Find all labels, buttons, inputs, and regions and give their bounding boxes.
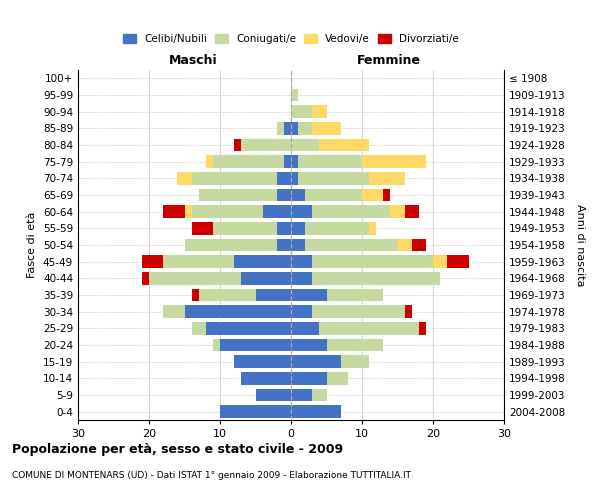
Bar — [277, 222, 291, 234]
Bar — [326, 289, 383, 301]
Bar — [291, 356, 341, 368]
Bar — [163, 306, 185, 318]
Bar — [326, 372, 348, 384]
Bar — [284, 122, 291, 134]
Bar — [185, 239, 277, 251]
Bar — [291, 272, 313, 284]
Bar — [404, 206, 419, 218]
Bar — [313, 256, 433, 268]
Bar — [291, 106, 313, 118]
Text: Popolazione per età, sesso e stato civile - 2009: Popolazione per età, sesso e stato civil… — [12, 442, 343, 456]
Bar — [291, 256, 313, 268]
Bar — [383, 188, 391, 201]
Bar — [313, 122, 341, 134]
Bar — [284, 156, 291, 168]
Bar — [291, 156, 298, 168]
Bar — [163, 256, 234, 268]
Bar — [213, 156, 284, 168]
Bar — [241, 372, 291, 384]
Bar — [369, 172, 404, 184]
Bar — [398, 239, 412, 251]
Legend: Celibi/Nubili, Coniugati/e, Vedovi/e, Divorziati/e: Celibi/Nubili, Coniugati/e, Vedovi/e, Di… — [119, 30, 463, 48]
Bar — [391, 206, 404, 218]
Bar — [313, 306, 404, 318]
Bar — [206, 156, 213, 168]
Bar — [206, 322, 291, 334]
Bar — [256, 389, 291, 401]
Bar — [313, 389, 326, 401]
Bar — [362, 188, 383, 201]
Bar — [412, 239, 426, 251]
Bar — [305, 188, 362, 201]
Bar — [213, 339, 220, 351]
Bar — [313, 106, 326, 118]
Bar — [298, 172, 369, 184]
Bar — [291, 89, 298, 101]
Bar — [213, 222, 277, 234]
Bar — [185, 306, 291, 318]
Bar — [291, 372, 326, 384]
Bar — [291, 289, 326, 301]
Bar — [277, 188, 291, 201]
Bar — [298, 122, 313, 134]
Bar — [149, 272, 241, 284]
Bar — [234, 138, 241, 151]
Bar — [163, 206, 185, 218]
Bar — [220, 339, 291, 351]
Bar — [298, 156, 362, 168]
Bar — [305, 239, 398, 251]
Bar — [241, 138, 291, 151]
Bar — [341, 356, 369, 368]
Bar — [191, 206, 263, 218]
Bar — [178, 172, 191, 184]
Bar — [291, 306, 313, 318]
Bar — [326, 339, 383, 351]
Text: Maschi: Maschi — [169, 54, 217, 66]
Bar — [319, 322, 419, 334]
Bar — [313, 206, 391, 218]
Bar — [404, 306, 412, 318]
Bar — [199, 188, 277, 201]
Bar — [263, 206, 291, 218]
Bar — [185, 206, 191, 218]
Y-axis label: Fasce di età: Fasce di età — [28, 212, 37, 278]
Bar — [191, 289, 199, 301]
Bar — [142, 272, 149, 284]
Bar — [291, 138, 319, 151]
Bar — [291, 322, 319, 334]
Bar — [291, 222, 305, 234]
Bar — [191, 222, 213, 234]
Text: Femmine: Femmine — [357, 54, 421, 66]
Bar — [220, 406, 291, 418]
Bar — [191, 172, 277, 184]
Bar — [291, 239, 305, 251]
Bar — [305, 222, 369, 234]
Bar — [369, 222, 376, 234]
Bar — [291, 206, 313, 218]
Bar — [191, 322, 206, 334]
Bar — [313, 272, 440, 284]
Bar — [319, 138, 369, 151]
Bar — [241, 272, 291, 284]
Text: COMUNE DI MONTENARS (UD) - Dati ISTAT 1° gennaio 2009 - Elaborazione TUTTITALIA.: COMUNE DI MONTENARS (UD) - Dati ISTAT 1°… — [12, 470, 411, 480]
Bar — [234, 256, 291, 268]
Bar — [234, 356, 291, 368]
Bar — [277, 122, 284, 134]
Bar — [256, 289, 291, 301]
Bar — [142, 256, 163, 268]
Bar — [291, 389, 313, 401]
Bar — [291, 339, 326, 351]
Bar — [291, 122, 298, 134]
Bar — [291, 172, 298, 184]
Bar — [291, 406, 341, 418]
Bar — [277, 239, 291, 251]
Bar — [291, 188, 305, 201]
Bar — [447, 256, 469, 268]
Bar — [199, 289, 256, 301]
Y-axis label: Anni di nascita: Anni di nascita — [575, 204, 585, 286]
Bar — [362, 156, 426, 168]
Bar — [433, 256, 447, 268]
Bar — [419, 322, 426, 334]
Bar — [277, 172, 291, 184]
